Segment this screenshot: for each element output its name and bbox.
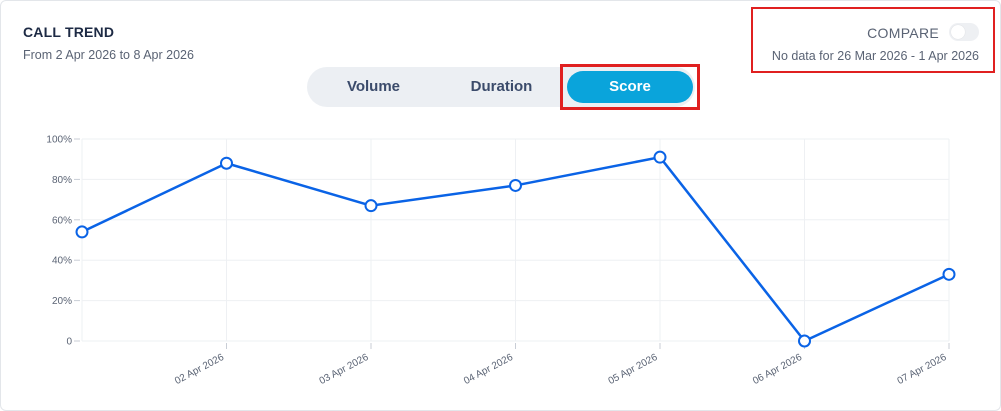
y-tick-label: 80% [52, 175, 72, 186]
x-tick-label: 02 Apr 2026 [173, 352, 226, 387]
x-tick-label: 05 Apr 2026 [607, 352, 660, 387]
tab-score-highlight: Score [560, 64, 700, 110]
tab-volume[interactable]: Volume [346, 78, 401, 95]
compare-section: COMPARE No data for 26 Mar 2026 - 1 Apr … [751, 7, 995, 73]
compare-no-data-text: No data for 26 Mar 2026 - 1 Apr 2026 [771, 49, 979, 63]
y-tick-label: 0 [66, 337, 72, 348]
data-point [75, 225, 89, 239]
x-tick-label: 06 Apr 2026 [751, 352, 804, 387]
data-point [364, 199, 378, 213]
compare-toggle[interactable] [949, 23, 979, 41]
date-range-subtitle: From 2 Apr 2026 to 8 Apr 2026 [23, 48, 194, 62]
y-tick-label: 20% [52, 296, 72, 307]
data-point [220, 156, 233, 170]
y-tick-label: 40% [52, 256, 72, 267]
toggle-knob [951, 25, 965, 39]
x-tick-label: 03 Apr 2026 [318, 352, 371, 387]
y-tick-label: 60% [52, 215, 72, 226]
y-tick-label: 100% [46, 135, 72, 146]
data-point [509, 178, 522, 192]
data-point [798, 334, 811, 348]
compare-label: COMPARE [867, 25, 939, 41]
x-tick-label: 07 Apr 2026 [896, 352, 949, 387]
data-point [942, 267, 956, 281]
chart-title: CALL TREND [23, 24, 115, 40]
data-point [653, 150, 667, 164]
x-tick-label: 04 Apr 2026 [462, 352, 515, 387]
tab-duration[interactable]: Duration [470, 78, 533, 95]
tab-score[interactable]: Score [567, 71, 693, 103]
